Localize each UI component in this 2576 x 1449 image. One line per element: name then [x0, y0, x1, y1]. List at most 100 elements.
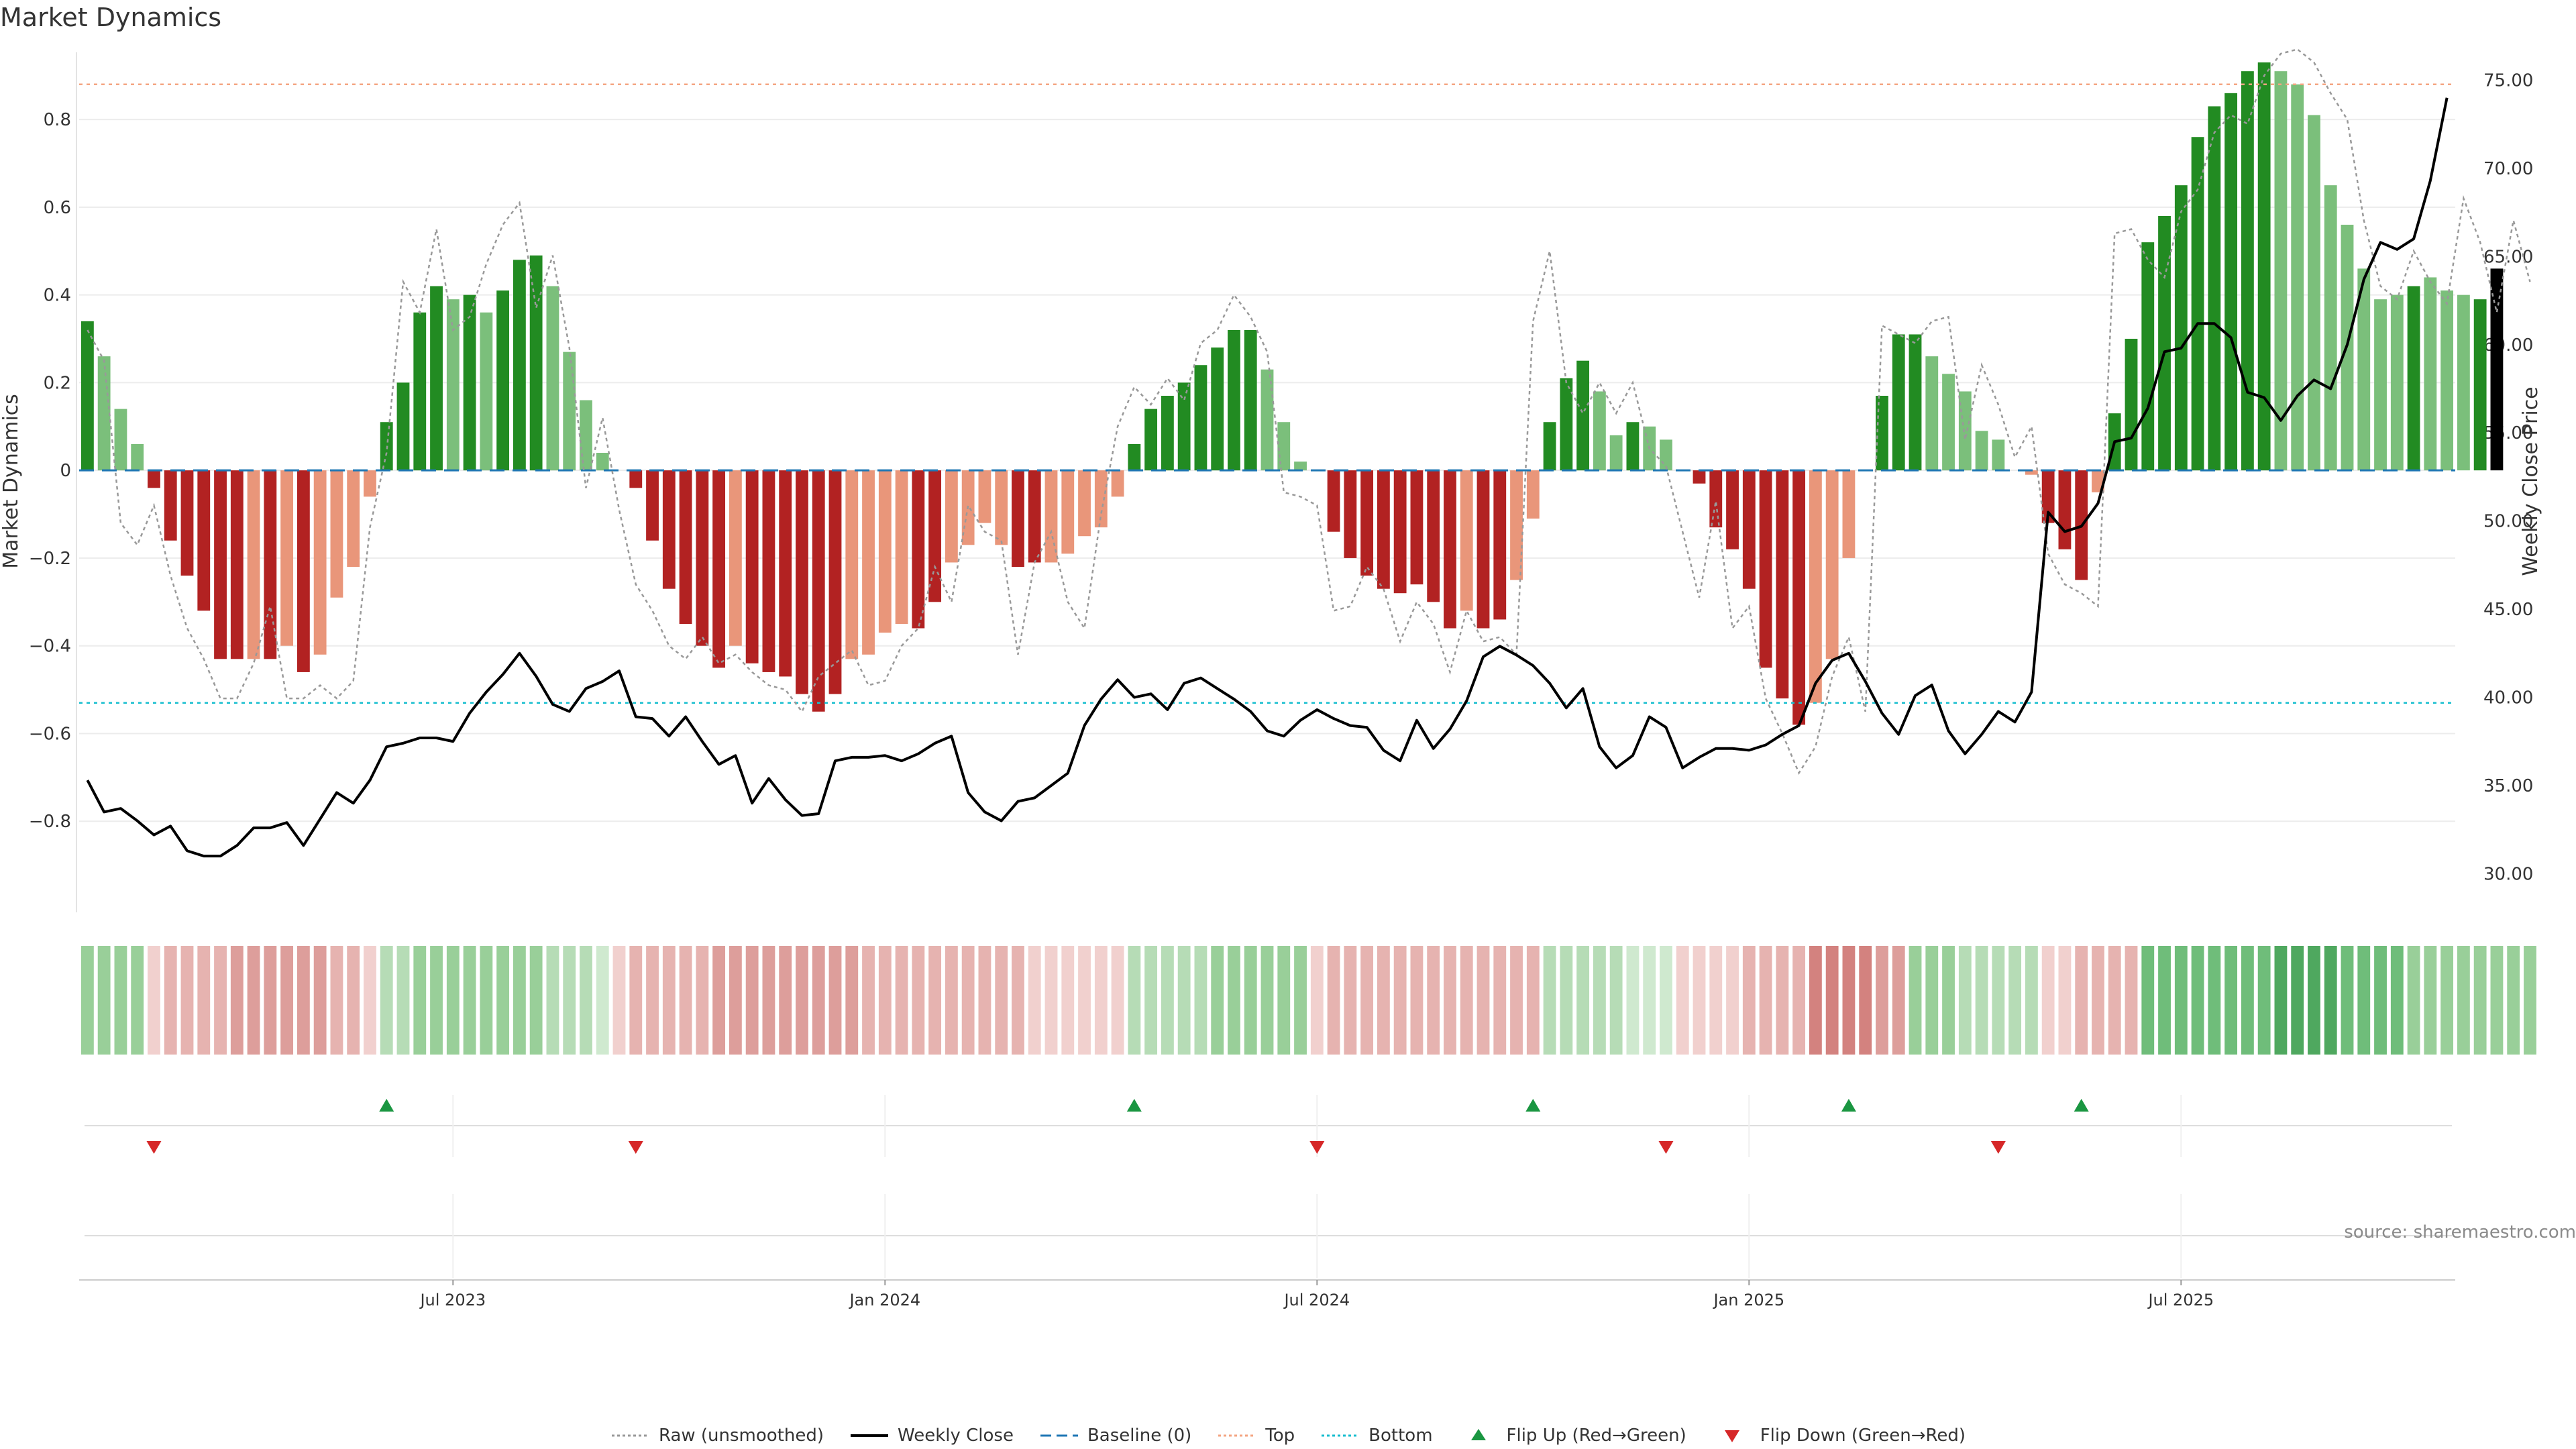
signal-strip-cell [961, 946, 975, 1055]
legend-item-flip-up: Flip Up (Red→Green) [1458, 1426, 1686, 1446]
dynamics-bar [80, 321, 94, 471]
signal-strip-cell [612, 946, 626, 1055]
dynamics-bar [330, 470, 343, 598]
dynamics-bar [845, 470, 859, 659]
dynamics-bar [2308, 115, 2320, 471]
dynamics-bar [2374, 299, 2387, 471]
dynamics-bar [2208, 106, 2221, 471]
signal-strip-cell [2257, 946, 2271, 1055]
dynamics-bar [729, 470, 742, 646]
signal-strip-cell [2224, 946, 2238, 1055]
signal-strip-cell [513, 946, 526, 1055]
dynamics-bar [1277, 422, 1291, 471]
dynamics-bar [1975, 431, 1988, 471]
legend-item-flip-down: Flip Down (Green→Red) [1712, 1426, 1966, 1446]
dynamics-bar [1360, 470, 1374, 576]
signal-strip-cell [2291, 946, 2304, 1055]
legend-label: Weekly Close [898, 1426, 1014, 1446]
signal-strip-cell [1975, 946, 1988, 1055]
signal-strip-cell [180, 946, 194, 1055]
signal-strip-cell [280, 946, 294, 1055]
dynamics-bar [1593, 391, 1606, 471]
signal-strip-cell [1144, 946, 1158, 1055]
flip-up-marker [1525, 1099, 1541, 1112]
signal-strip-cell [1842, 946, 1856, 1055]
dynamics-bar [546, 286, 559, 471]
signal-strip-cell [646, 946, 659, 1055]
signal-strip-cell [546, 946, 559, 1055]
dynamics-bar [2407, 286, 2420, 471]
signal-strip-cell [1427, 946, 1440, 1055]
dynamics-bar [1942, 374, 1955, 471]
dynamics-bar [2324, 185, 2337, 471]
dynamics-bar [413, 312, 427, 471]
signal-strip-cell [2274, 946, 2288, 1055]
signal-strip-cell [1410, 946, 1424, 1055]
y-tick-label: 0.4 [44, 286, 71, 306]
weekly-close-line [86, 97, 2449, 858]
dynamics-bar [1809, 470, 1822, 703]
signal-strip-cell [828, 946, 842, 1055]
dynamics-bar [2158, 215, 2171, 471]
y-tick-label: 0.6 [44, 198, 71, 218]
y2-tick-label: 45.00 [2483, 600, 2533, 620]
signal-strip-cell [845, 946, 859, 1055]
legend-item-top: Top [1217, 1426, 1295, 1446]
signal-strip-cell [1726, 946, 1739, 1055]
signal-strip-cell [1260, 946, 1274, 1055]
signal-strip-cell [2174, 946, 2188, 1055]
signal-strip-cell [1925, 946, 1939, 1055]
dynamics-bar [1892, 334, 1905, 471]
dynamics-bar [1526, 470, 1540, 519]
signal-strip-cell [1460, 946, 1473, 1055]
dynamics-bar [1560, 378, 1573, 471]
dynamics-bar [1427, 470, 1440, 602]
signal-strip-cell [347, 946, 360, 1055]
dynamics-bar [2041, 470, 2055, 523]
dynamics-bar [1194, 365, 1208, 471]
dynamics-bar [646, 470, 659, 541]
dynamics-bar [131, 443, 144, 471]
signal-strip-cell [313, 946, 327, 1055]
dynamics-bar [214, 470, 227, 659]
signal-strip-cell [1759, 946, 1772, 1055]
dynamics-bar [1842, 470, 1856, 558]
legend-swatch-baseline [1040, 1434, 1078, 1437]
dynamics-bar [2058, 470, 2072, 549]
dynamics-bar [712, 470, 726, 668]
dynamics-bar [496, 290, 510, 471]
signal-strip-cell [380, 946, 393, 1055]
signal-strip-cell [2424, 946, 2437, 1055]
signal-strip-cell [1560, 946, 1573, 1055]
dynamics-bar [1876, 396, 1888, 471]
signal-strip-cell [496, 946, 510, 1055]
dynamics-bar [1260, 369, 1274, 471]
dynamics-bar [2025, 470, 2038, 475]
dynamics-bar [2490, 268, 2504, 471]
dynamics-bar [978, 470, 991, 523]
dynamics-bar [1044, 470, 1058, 563]
dynamics-bar [1061, 470, 1075, 554]
legend-label: Top [1265, 1426, 1295, 1446]
signal-strip-cell [2308, 946, 2320, 1055]
dynamics-bar [1444, 470, 1456, 629]
dynamics-bar [2125, 339, 2138, 471]
dynamics-bar [2257, 62, 2271, 471]
dynamics-bar [2291, 84, 2304, 471]
signal-strip-cell [2390, 946, 2404, 1055]
signal-strip-cell [1012, 946, 1024, 1055]
dynamics-bar [2174, 185, 2188, 471]
dynamics-bar [2440, 290, 2454, 471]
dynamics-bar [1144, 409, 1158, 471]
signal-strip-cell [2025, 946, 2038, 1055]
dynamics-bar [1393, 470, 1407, 594]
flip-up-marker [1126, 1099, 1142, 1112]
dynamics-bar [596, 453, 609, 471]
dynamics-bar [1028, 470, 1041, 563]
legend-swatch-raw [611, 1434, 649, 1437]
signal-strip-cell [230, 946, 244, 1055]
signal-strip-cell [1825, 946, 1839, 1055]
signal-strip-cell [2524, 946, 2536, 1055]
flip-down-marker [146, 1141, 162, 1154]
